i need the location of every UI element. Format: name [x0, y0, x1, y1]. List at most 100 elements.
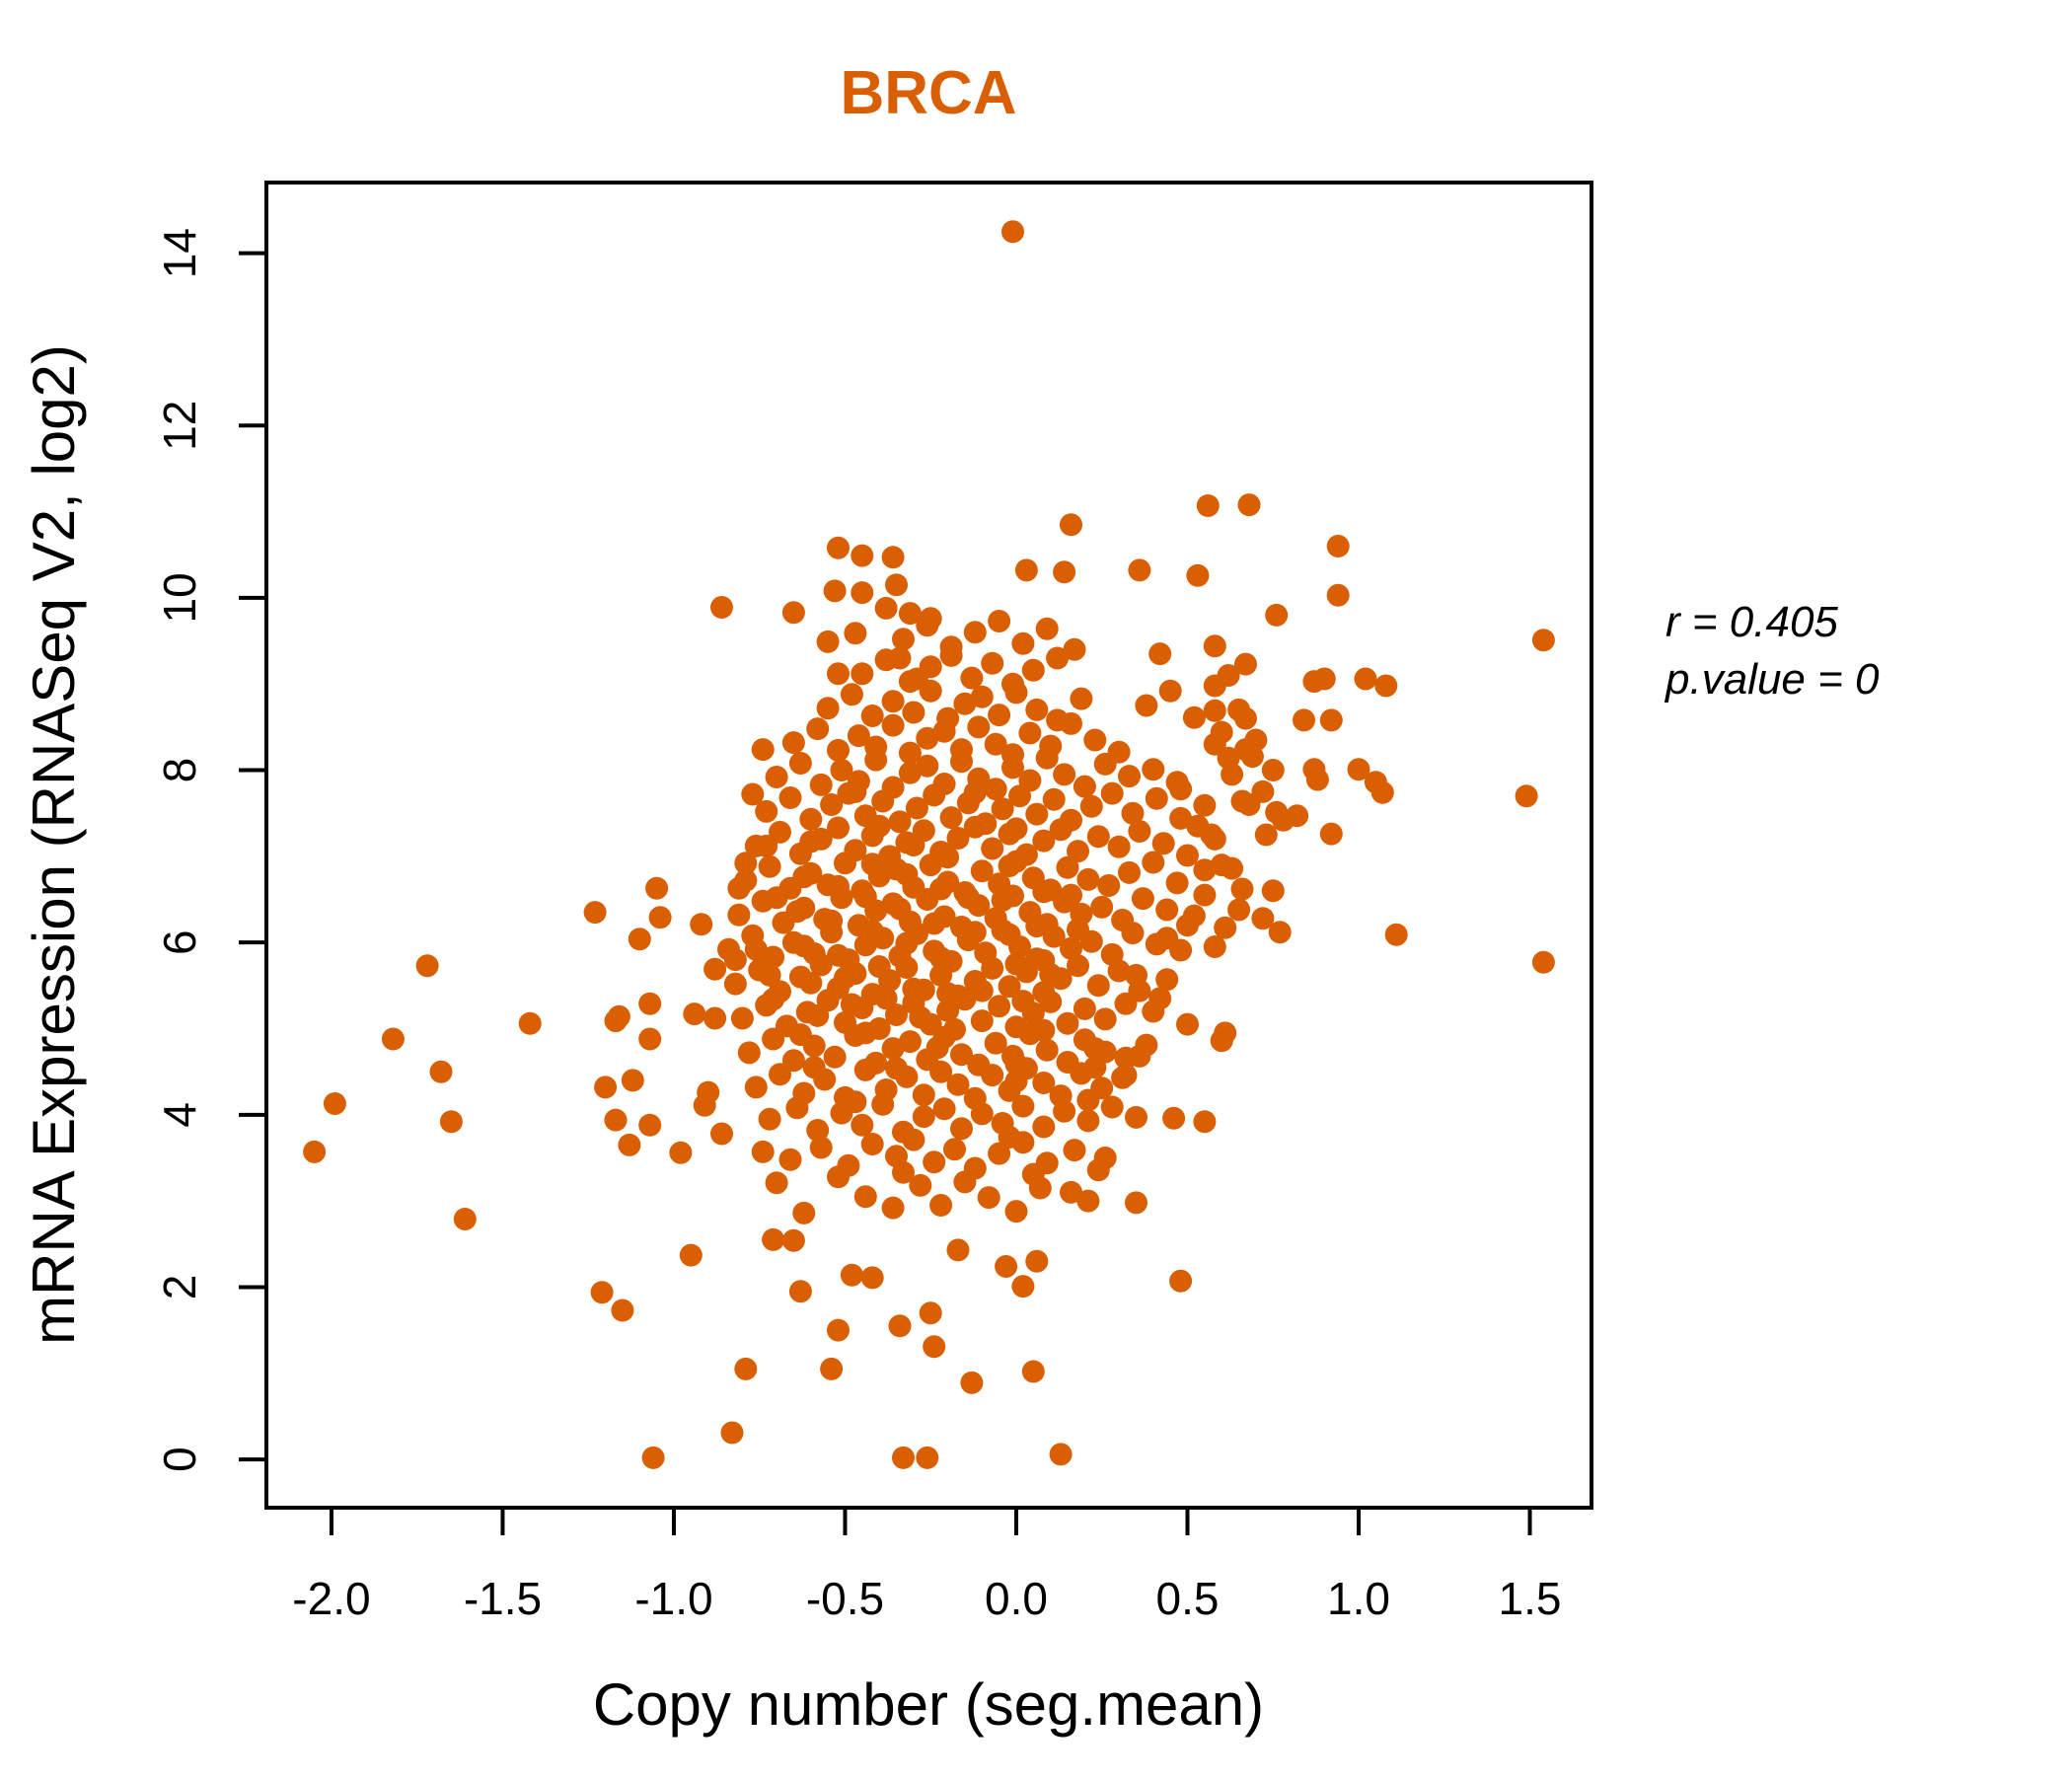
data-point [1049, 1084, 1073, 1108]
data-point [988, 995, 1011, 1018]
data-point [1203, 699, 1226, 722]
data-point [1196, 494, 1220, 517]
data-point [929, 1194, 953, 1217]
data-point [744, 834, 768, 857]
data-point [1014, 843, 1038, 866]
data-point [751, 738, 775, 762]
data-point [1067, 840, 1089, 863]
data-point [730, 1006, 754, 1030]
data-point [864, 735, 888, 759]
data-point [851, 1113, 874, 1137]
data-point [1531, 629, 1555, 652]
data-point [734, 868, 758, 892]
data-point [1354, 667, 1377, 691]
data-point [1079, 794, 1103, 818]
y-tick-label: 6 [154, 929, 205, 955]
data-point [1042, 787, 1066, 811]
data-point [1021, 1360, 1045, 1383]
data-point [998, 975, 1021, 999]
data-point [1237, 493, 1261, 517]
data-point [1515, 784, 1538, 808]
data-point [946, 1238, 970, 1262]
data-point [1193, 858, 1217, 882]
data-point [1131, 887, 1154, 911]
y-tick-label: 10 [154, 572, 205, 623]
data-point [1014, 558, 1038, 582]
data-point [1374, 674, 1398, 698]
data-point [788, 752, 812, 775]
data-point [1001, 743, 1024, 767]
data-point [1142, 851, 1165, 874]
data-point [881, 690, 905, 713]
data-point [860, 1133, 884, 1155]
x-axis-label: Copy number (seg.mean) [593, 1671, 1264, 1738]
data-point [936, 706, 960, 730]
data-point [1203, 935, 1226, 958]
data-point [1060, 513, 1082, 537]
data-point [1076, 867, 1100, 891]
data-point [323, 1092, 346, 1115]
x-tick-label: -2.0 [292, 1573, 370, 1624]
data-point [1121, 801, 1145, 825]
data-point [902, 701, 925, 724]
data-point [888, 810, 912, 834]
data-point [851, 879, 874, 903]
data-point [1011, 631, 1035, 655]
data-point [885, 1145, 908, 1168]
data-point [950, 916, 973, 938]
data-point [1210, 853, 1233, 877]
data-point [1032, 829, 1056, 853]
data-point [847, 914, 870, 937]
data-point [902, 834, 925, 856]
data-point [1142, 758, 1165, 781]
data-point [762, 945, 785, 969]
data-point [885, 1057, 908, 1080]
data-point [1251, 907, 1275, 930]
data-point [781, 1228, 805, 1252]
data-point [734, 852, 758, 875]
data-point [720, 1421, 744, 1445]
data-point [1148, 987, 1172, 1010]
data-point [1186, 814, 1210, 838]
data-point [967, 767, 991, 790]
data-point [919, 655, 942, 679]
data-point [881, 1196, 905, 1220]
data-point [1070, 902, 1093, 926]
data-point [923, 912, 946, 935]
data-point [943, 1138, 966, 1161]
data-point [734, 1357, 758, 1380]
data-point [1093, 1040, 1117, 1064]
data-point [988, 704, 1011, 727]
data-point [1011, 1275, 1035, 1299]
data-point [1169, 806, 1193, 830]
data-point [892, 628, 915, 651]
data-point [878, 845, 902, 868]
data-point [953, 881, 977, 904]
data-point [765, 1171, 788, 1195]
data-point [874, 1078, 898, 1101]
data-point [837, 1153, 860, 1177]
y-tick-label: 8 [154, 758, 205, 783]
data-point [453, 1208, 477, 1230]
data-point [1021, 658, 1045, 682]
data-point [895, 862, 919, 886]
data-point [864, 1051, 888, 1075]
data-point [916, 754, 939, 778]
data-point [1001, 220, 1024, 244]
data-point [1135, 694, 1158, 717]
data-point [792, 865, 816, 889]
data-point [1128, 820, 1151, 843]
data-point [905, 796, 928, 820]
data-point [809, 773, 833, 796]
data-point [769, 980, 791, 1003]
data-point [1001, 672, 1024, 696]
data-point [638, 1113, 662, 1137]
data-point [998, 923, 1021, 946]
data-point [851, 662, 874, 686]
data-point [929, 946, 953, 970]
data-point [1234, 652, 1257, 676]
data-point [755, 799, 778, 823]
data-point [583, 901, 607, 925]
data-point [909, 1173, 932, 1197]
data-point [820, 909, 844, 932]
